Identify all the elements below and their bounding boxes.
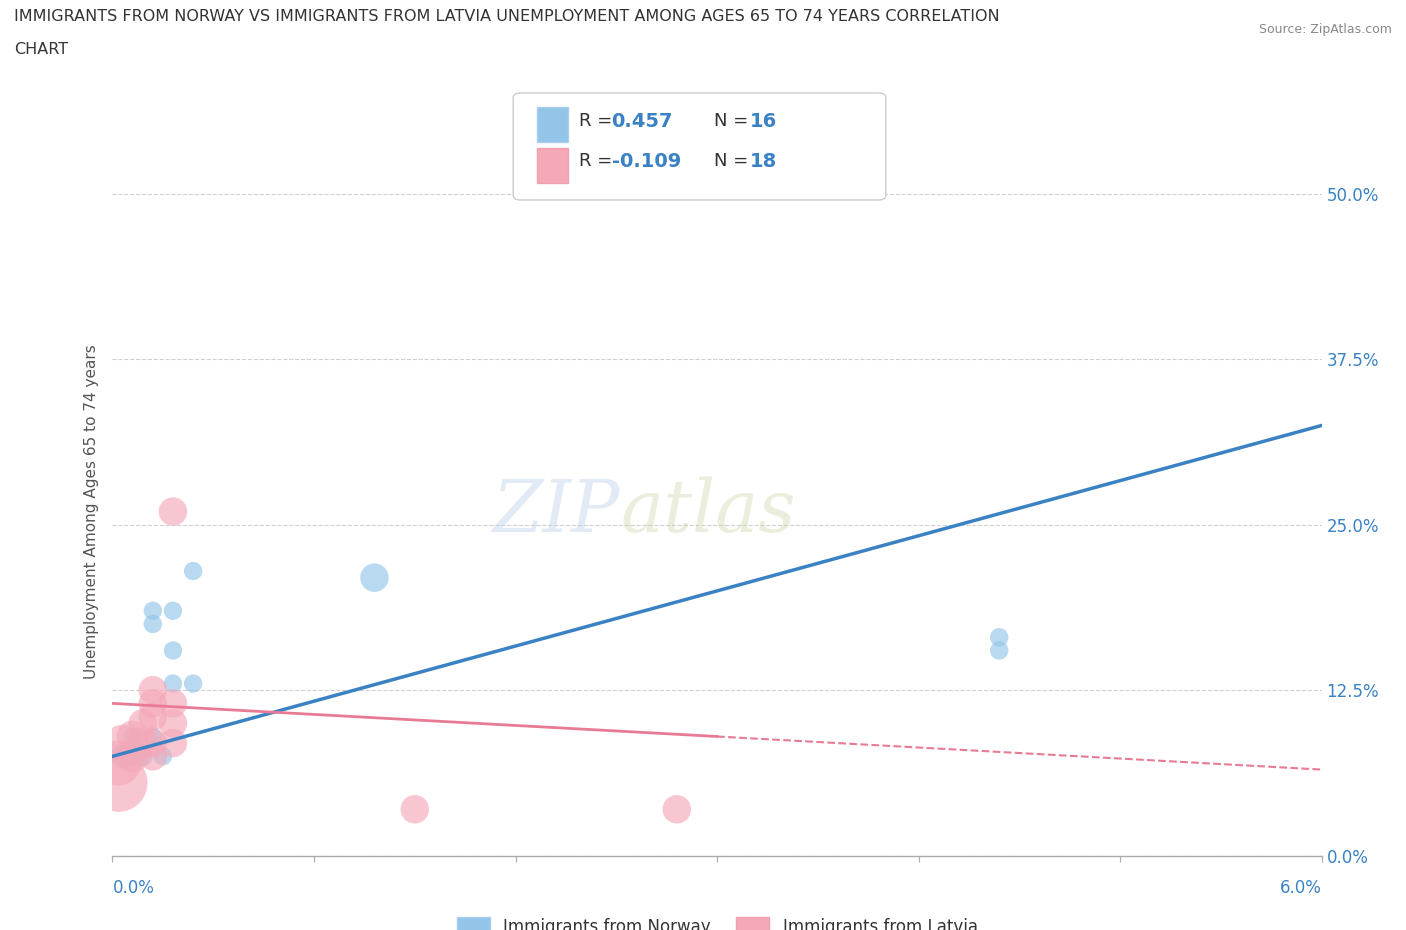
Point [107, 755, 129, 770]
Text: 16: 16 [749, 112, 776, 130]
Point [121, 729, 143, 744]
Point [363, 570, 385, 585]
Point [142, 683, 165, 698]
Point [132, 736, 155, 751]
Point [132, 716, 155, 731]
Point [162, 604, 184, 618]
Point [162, 643, 184, 658]
Text: 0.0%: 0.0% [112, 879, 155, 897]
Point [162, 676, 184, 691]
Point [142, 696, 165, 711]
Point [162, 716, 184, 731]
Text: N =: N = [714, 112, 754, 129]
Point [181, 564, 204, 578]
Text: Source: ZipAtlas.com: Source: ZipAtlas.com [1258, 23, 1392, 36]
Text: 0.457: 0.457 [612, 112, 673, 130]
Text: R =: R = [579, 112, 619, 129]
Point [162, 736, 184, 751]
Point [142, 729, 165, 744]
Text: 6.0%: 6.0% [1279, 879, 1322, 897]
Text: atlas: atlas [620, 476, 796, 547]
Point [404, 802, 426, 817]
Point [121, 749, 143, 764]
Text: -0.109: -0.109 [612, 152, 681, 170]
Point [142, 617, 165, 631]
Point [142, 736, 165, 751]
Point [162, 696, 184, 711]
Text: ZIP: ZIP [494, 476, 620, 547]
Text: 18: 18 [749, 152, 776, 170]
Text: R =: R = [579, 152, 619, 169]
Point [142, 749, 165, 764]
Point [181, 676, 204, 691]
Legend: Immigrants from Norway, Immigrants from Latvia: Immigrants from Norway, Immigrants from … [450, 910, 984, 930]
Point [107, 776, 129, 790]
Point [142, 604, 165, 618]
Y-axis label: Unemployment Among Ages 65 to 74 years: Unemployment Among Ages 65 to 74 years [83, 344, 98, 679]
Point [121, 749, 143, 764]
Point [142, 710, 165, 724]
Point [152, 749, 174, 764]
Point [132, 749, 155, 764]
Point [665, 802, 688, 817]
Text: IMMIGRANTS FROM NORWAY VS IMMIGRANTS FROM LATVIA UNEMPLOYMENT AMONG AGES 65 TO 7: IMMIGRANTS FROM NORWAY VS IMMIGRANTS FRO… [14, 9, 1000, 24]
Text: N =: N = [714, 152, 754, 169]
Point [111, 749, 134, 764]
Point [111, 736, 134, 751]
Point [988, 630, 1011, 644]
Text: CHART: CHART [14, 42, 67, 57]
Point [121, 729, 143, 744]
Point [162, 504, 184, 519]
Point [988, 643, 1011, 658]
